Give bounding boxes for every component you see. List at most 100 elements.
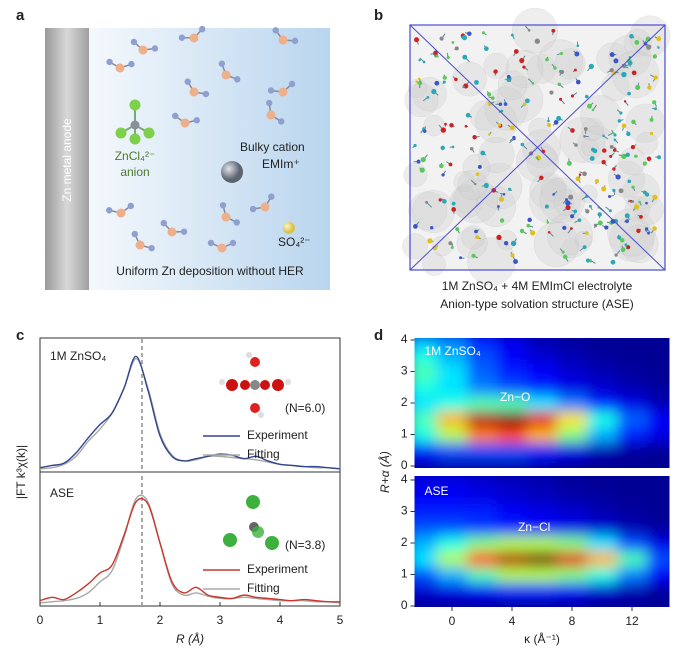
heatmap-cell: [647, 550, 670, 568]
solvent-surface: [423, 114, 445, 137]
atom: [455, 227, 460, 232]
h-atom: [199, 25, 206, 33]
atom: [448, 241, 453, 246]
heatmap-cell: [467, 379, 498, 396]
atom: [531, 81, 535, 85]
atom: [624, 243, 628, 247]
atom: [418, 77, 421, 81]
atom: [522, 102, 527, 107]
heatmap-cell: [527, 426, 558, 443]
heatmap-cell: [437, 410, 468, 428]
water-molecule: [207, 239, 237, 253]
o-atom: [278, 35, 288, 45]
heatmap-cell: [587, 503, 618, 520]
atom: [441, 173, 445, 177]
solvent-surface: [402, 233, 428, 260]
plot-title: 1M ZnSO₄: [425, 344, 481, 358]
heatmap-cell: [437, 426, 468, 443]
h-atom: [193, 117, 200, 124]
heatmap-cell: [497, 379, 528, 396]
solvent-surface: [497, 70, 528, 100]
heatmap: [414, 338, 670, 468]
h-atom: [249, 205, 257, 213]
heatmap-cell: [527, 347, 558, 365]
heatmap: [414, 476, 670, 607]
heatmap-cell: [527, 582, 558, 599]
heatmap-cell: [617, 503, 648, 520]
atom: [415, 80, 418, 83]
heatmap-cell: [587, 347, 618, 365]
heatmap-cell: [467, 338, 498, 349]
heatmap-cell: [527, 338, 558, 349]
heatmap-cell: [527, 503, 558, 520]
atom: [636, 228, 641, 234]
atom: [462, 85, 465, 89]
atom: [574, 143, 578, 147]
o-atom: [116, 208, 126, 218]
heatmap-cell: [414, 582, 438, 599]
atom: [553, 120, 559, 125]
o-atom: [278, 87, 288, 97]
atom: [442, 80, 446, 84]
atom: [471, 253, 476, 258]
atom: [440, 145, 445, 150]
atom: [530, 230, 536, 236]
atom: [510, 240, 517, 247]
heatmap-cell: [414, 410, 438, 428]
atom: [454, 46, 459, 51]
heatmap-cell: [527, 487, 558, 505]
o-atom: [135, 240, 145, 250]
plot-title: ASE: [425, 484, 449, 498]
water-molecule: [272, 27, 299, 45]
atom: [512, 137, 516, 141]
atom: [619, 111, 623, 115]
atom: [601, 159, 606, 165]
solvent-surface: [475, 101, 517, 143]
atom: [451, 201, 456, 206]
heatmap-cell: [557, 347, 588, 365]
heatmap-cell: [557, 519, 588, 536]
atom: [422, 127, 425, 130]
atom: [638, 200, 642, 204]
heatmap-cell: [617, 442, 648, 459]
atom: [615, 174, 621, 180]
heatmap-cell: [467, 598, 498, 607]
solvent-surface: [562, 238, 580, 256]
heatmap-cell: [414, 442, 438, 459]
heatmap-cell: [497, 476, 528, 489]
heatmap-cell: [467, 582, 498, 599]
atom: [589, 156, 595, 161]
atom: [475, 235, 480, 240]
y-tick-label: 2: [401, 395, 408, 409]
y-tick-label: 2: [401, 535, 408, 549]
atom: [473, 182, 477, 186]
heatmap-cell: [497, 426, 528, 443]
h-atom: [131, 230, 138, 238]
atom: [610, 259, 616, 265]
atom: [631, 200, 635, 203]
atom: [612, 70, 617, 75]
heatmap-cell: [617, 426, 648, 443]
atom: [573, 209, 578, 214]
tetrahedral-icon: [223, 495, 279, 550]
heatmap-cell: [437, 458, 468, 468]
atom: [444, 122, 447, 126]
h-atom: [151, 45, 159, 52]
solvent-surface: [453, 171, 475, 193]
heatmap-cell: [617, 550, 648, 568]
atom: [519, 228, 525, 234]
heatmap-cell: [414, 426, 438, 443]
solvent-surface: [461, 225, 486, 250]
heatmap-cell: [414, 363, 438, 380]
heatmap-cell: [527, 519, 558, 536]
solvent-surface: [609, 216, 655, 262]
heatmap-cell: [497, 582, 528, 599]
heatmap-cell: [587, 458, 618, 468]
atom: [449, 123, 454, 128]
atom: [653, 75, 658, 80]
h-atom: [128, 60, 135, 68]
atom: [629, 33, 634, 39]
heatmap-cell: [587, 442, 618, 459]
atom: [617, 235, 622, 240]
o-atom: [180, 118, 190, 128]
